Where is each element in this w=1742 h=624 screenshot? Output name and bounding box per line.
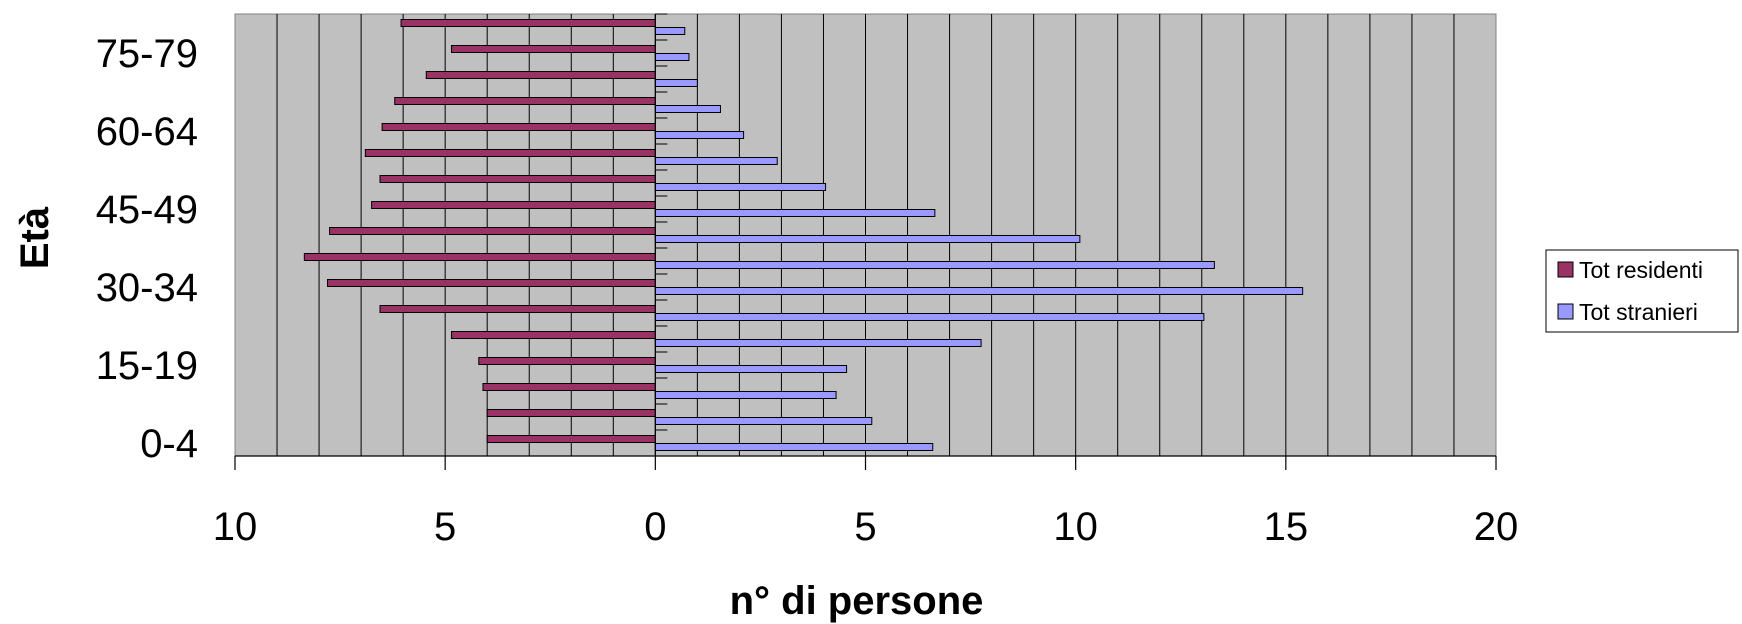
y-tick-label: 0-4	[140, 422, 198, 466]
y-tick-label: 45-49	[96, 188, 198, 232]
y-axis-title: Età	[13, 206, 57, 269]
y-tick-label: 15-19	[96, 344, 198, 388]
legend-box	[1545, 249, 1739, 333]
bar-stranieri-65-69	[654, 105, 721, 113]
bar-residenti-55-59	[364, 149, 656, 157]
legend-label-residenti: Tot residenti	[1579, 257, 1703, 283]
bar-stranieri-20-24	[654, 339, 982, 347]
bar-stranieri-40-44	[654, 235, 1081, 243]
bar-residenti-10-14	[482, 383, 656, 391]
bar-stranieri-55-59	[654, 157, 778, 165]
bar-stranieri-50-54	[654, 183, 827, 191]
x-axis-tick-labels: 10 5 0 5 10 15 20	[213, 505, 1519, 549]
bar-stranieri-45-49	[654, 209, 936, 217]
bar-residenti-60-64	[381, 123, 656, 131]
legend-label-stranieri: Tot stranieri	[1579, 299, 1698, 325]
x-tick-label: 10	[213, 505, 258, 549]
bar-residenti-30-34	[326, 279, 656, 287]
bar-stranieri-15-19	[654, 365, 848, 373]
bar-residenti-5-9	[486, 409, 656, 417]
bar-stranieri-5-9	[654, 417, 873, 425]
x-tick-label: 5	[854, 505, 876, 549]
bar-stranieri-35-39	[654, 261, 1215, 269]
x-tick-label: 0	[644, 505, 666, 549]
x-axis-title: n° di persone	[730, 579, 984, 623]
bar-residenti-45-49	[371, 201, 656, 209]
bar-stranieri-30-34	[654, 287, 1304, 295]
bar-stranieri-70-74	[654, 79, 698, 87]
bar-stranieri-60-64	[654, 131, 745, 139]
legend: Tot residenti Tot stranieri	[1545, 249, 1739, 333]
legend-swatch-stranieri	[1557, 303, 1574, 320]
bar-residenti-40-44	[329, 227, 656, 235]
y-tick-label: 75-79	[96, 32, 198, 76]
x-tick-label: 10	[1053, 505, 1098, 549]
bar-residenti-15-19	[478, 357, 656, 365]
legend-swatch-residenti	[1557, 261, 1574, 278]
bar-residenti-75-79	[450, 45, 656, 53]
x-tick-label: 20	[1474, 505, 1519, 549]
bar-residenti-35-39	[303, 253, 656, 261]
bar-residenti-65-69	[394, 97, 656, 105]
y-tick-label: 30-34	[96, 266, 198, 310]
y-axis-tick-labels: 0-4 15-19 30-34 45-49 60-64 75-79	[96, 32, 198, 466]
bar-stranieri-75-79	[654, 53, 690, 61]
x-tick-label: 15	[1264, 505, 1309, 549]
bar-residenti-80-84	[400, 19, 656, 27]
bar-residenti-20-24	[450, 331, 656, 339]
bar-residenti-70-74	[425, 71, 656, 79]
bar-residenti-50-54	[379, 175, 656, 183]
bar-stranieri-80-84	[654, 27, 686, 35]
bar-residenti-0-4	[486, 435, 656, 443]
bar-stranieri-25-29	[654, 313, 1205, 321]
bar-residenti-25-29	[379, 305, 656, 313]
y-tick-label: 60-64	[96, 110, 198, 154]
bar-series	[303, 19, 1304, 451]
x-tick-label: 5	[434, 505, 456, 549]
bar-stranieri-10-14	[654, 391, 837, 399]
bar-stranieri-0-4	[654, 443, 934, 451]
axes	[234, 13, 1497, 470]
